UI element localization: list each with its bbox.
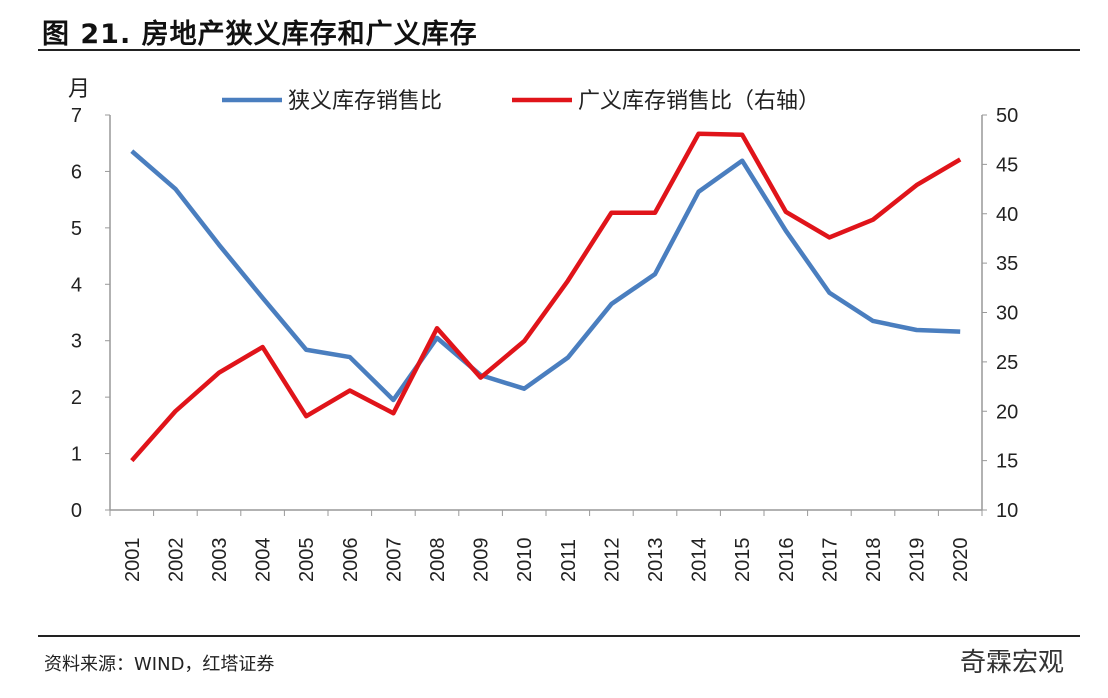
left-tick-label: 2: [71, 387, 82, 409]
x-tick-label: 2013: [645, 538, 667, 583]
x-tick-label: 2003: [209, 538, 231, 583]
x-tick-label: 2005: [296, 538, 318, 583]
x-tick-label: 2017: [819, 538, 841, 583]
right-tick-label: 10: [996, 500, 1018, 522]
left-tick-label: 7: [71, 105, 82, 127]
x-tick-label: 2015: [732, 538, 754, 583]
series-line-1: [130, 131, 962, 463]
x-tick-label: 2008: [427, 538, 449, 583]
left-tick-label: 5: [71, 218, 82, 240]
series-line-0: [130, 149, 961, 403]
left-tick-label: 6: [71, 161, 82, 183]
x-tick-label: 2009: [471, 538, 493, 583]
x-tick-label: 2019: [907, 538, 929, 583]
legend-label: 广义库存销售比（右轴）: [578, 88, 820, 113]
source-note: 资料来源：WIND，红塔证券: [44, 654, 275, 675]
x-tick-label: 2016: [776, 538, 798, 583]
title-divider: [38, 49, 1080, 51]
right-tick-label: 30: [996, 303, 1018, 325]
x-tick-label: 2004: [253, 538, 275, 583]
x-tick-label: 2018: [863, 538, 885, 583]
right-tick-label: 45: [996, 154, 1018, 176]
x-tick-label: 2010: [514, 538, 536, 583]
x-tick-label: 2002: [165, 538, 187, 583]
right-tick-label: 20: [996, 401, 1018, 423]
left-axis-unit: 月: [68, 76, 90, 101]
left-tick-label: 4: [71, 274, 82, 296]
watermark: 奇霖宏观: [960, 648, 1065, 678]
left-tick-label: 3: [71, 331, 82, 353]
right-tick-label: 15: [996, 451, 1018, 473]
x-tick-label: 2007: [383, 538, 405, 583]
right-tick-label: 35: [996, 253, 1018, 275]
right-tick-label: 50: [996, 105, 1018, 127]
x-tick-label: 2001: [122, 538, 144, 583]
legend-label: 狭义库存销售比: [288, 88, 442, 113]
left-tick-label: 0: [71, 500, 82, 522]
x-tick-label: 2014: [689, 538, 711, 583]
footer-divider: [38, 635, 1080, 637]
x-tick-label: 2011: [558, 539, 580, 582]
left-tick-label: 1: [71, 444, 82, 466]
right-tick-label: 40: [996, 204, 1018, 226]
x-tick-label: 2020: [950, 538, 972, 583]
x-tick-label: 2012: [601, 538, 623, 583]
figure-title: 图 21. 房地产狭义库存和广义库存: [42, 19, 478, 50]
x-tick-label: 2006: [340, 538, 362, 583]
right-tick-label: 25: [996, 352, 1018, 374]
